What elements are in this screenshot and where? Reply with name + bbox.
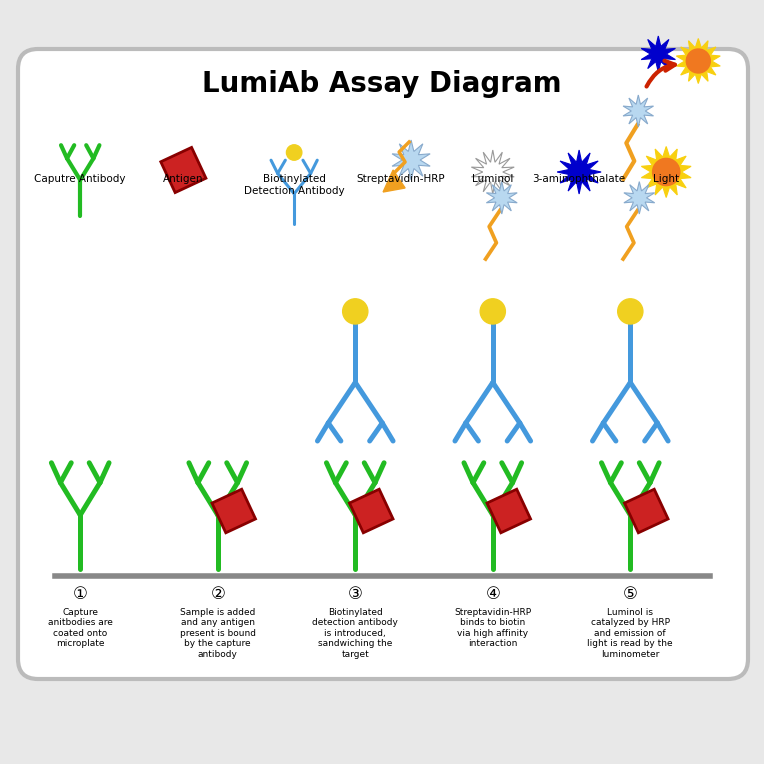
Text: Biotinylated
detection antibody
is introduced,
sandwiching the
target: Biotinylated detection antibody is intro…	[312, 608, 398, 659]
Polygon shape	[471, 150, 514, 194]
Circle shape	[686, 49, 711, 73]
Text: Sample is added
and any antigen
present is bound
by the capture
antibody: Sample is added and any antigen present …	[180, 608, 256, 659]
Text: ②: ②	[210, 585, 225, 603]
Polygon shape	[641, 36, 675, 72]
Text: Antigen: Antigen	[163, 174, 204, 184]
Circle shape	[618, 299, 643, 324]
Text: Streptavidin-HRP: Streptavidin-HRP	[357, 174, 445, 184]
Text: 3-aminophthalate: 3-aminophthalate	[533, 174, 626, 184]
Polygon shape	[624, 182, 655, 214]
Polygon shape	[623, 95, 653, 127]
Text: Biotinylated
Detection Antibody: Biotinylated Detection Antibody	[244, 174, 345, 196]
Text: Light: Light	[653, 174, 679, 184]
Text: ⑤: ⑤	[623, 585, 638, 603]
Polygon shape	[487, 182, 517, 214]
Bar	[349, 489, 393, 533]
Bar	[160, 147, 206, 193]
Polygon shape	[557, 150, 601, 194]
Circle shape	[652, 158, 680, 186]
Circle shape	[343, 299, 367, 324]
Text: Capture
anitbodies are
coated onto
microplate: Capture anitbodies are coated onto micro…	[48, 608, 112, 648]
Text: LumiAb Assay Diagram: LumiAb Assay Diagram	[202, 70, 562, 98]
Polygon shape	[676, 38, 720, 83]
Polygon shape	[392, 140, 430, 180]
Bar	[212, 489, 255, 533]
Text: Streptavidin-HRP
binds to biotin
via high affinity
interaction: Streptavidin-HRP binds to biotin via hig…	[455, 608, 531, 648]
Bar	[487, 489, 530, 533]
FancyBboxPatch shape	[18, 49, 748, 679]
Text: ①: ①	[73, 585, 88, 603]
Polygon shape	[383, 170, 405, 192]
Circle shape	[481, 299, 505, 324]
Text: Luminol is
catalyzed by HRP
and emission of
light is read by the
luminometer: Luminol is catalyzed by HRP and emission…	[588, 608, 673, 659]
Text: Luminol: Luminol	[472, 174, 513, 184]
Bar	[624, 489, 668, 533]
Text: ④: ④	[485, 585, 500, 603]
Polygon shape	[641, 147, 691, 198]
Text: ③: ③	[348, 585, 363, 603]
Text: Caputre Antibody: Caputre Antibody	[34, 174, 126, 184]
Circle shape	[286, 145, 302, 160]
